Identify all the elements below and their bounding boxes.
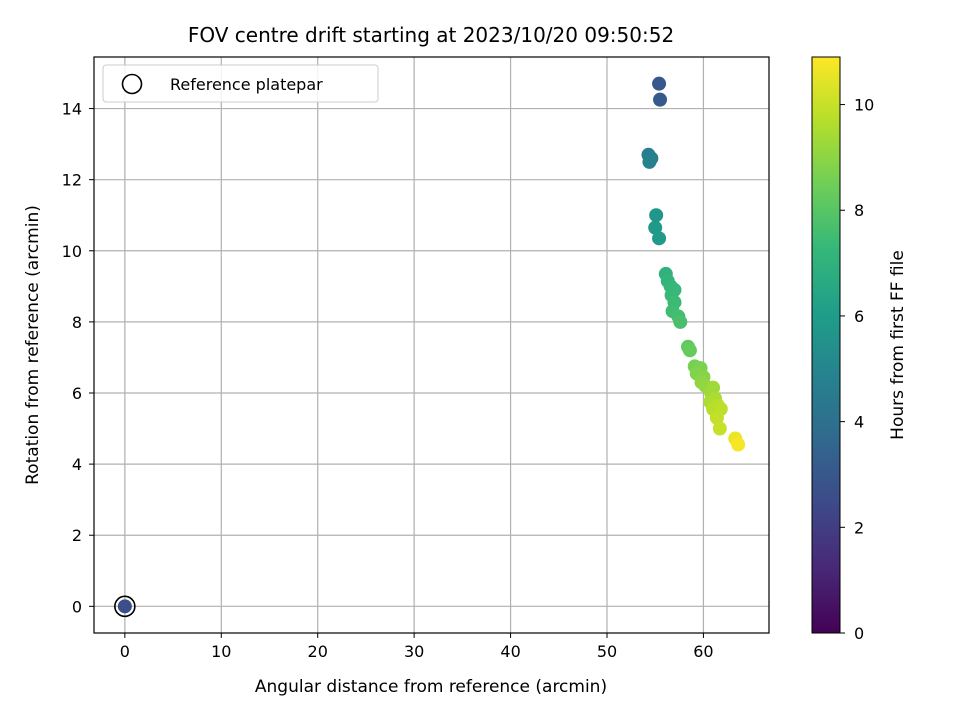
y-axis-ticks: 0 2 4 6 8 10 12 14 xyxy=(62,100,94,616)
x-tick-label: 30 xyxy=(404,642,424,661)
reference-marker-group xyxy=(114,595,136,618)
x-tick-label: 0 xyxy=(120,642,130,661)
y-tick-label: 10 xyxy=(62,242,82,261)
y-tick-label: 6 xyxy=(72,384,82,403)
legend-box xyxy=(102,64,379,103)
data-point xyxy=(652,231,667,246)
y-tick-label: 0 xyxy=(72,597,82,616)
y-tick-label: 14 xyxy=(62,100,82,119)
x-tick-label: 60 xyxy=(693,642,713,661)
grid-lines xyxy=(94,57,769,633)
data-points xyxy=(117,76,746,614)
legend-label-reference: Reference platepar xyxy=(170,75,323,94)
plot-frame xyxy=(93,56,770,634)
y-tick-label: 12 xyxy=(62,171,82,190)
legend: Reference platepar xyxy=(102,64,379,103)
chart-title: FOV centre drift starting at 2023/10/20 … xyxy=(188,23,674,47)
data-point xyxy=(712,421,727,436)
data-point xyxy=(648,220,663,235)
data-point xyxy=(682,343,697,358)
reference-marker xyxy=(114,595,136,618)
colorbar-tick-label: 8 xyxy=(854,201,864,220)
y-axis-label: Rotation from reference (arcmin) xyxy=(23,205,43,485)
data-point xyxy=(642,154,657,169)
x-tick-label: 50 xyxy=(597,642,617,661)
colorbar-gradient xyxy=(811,56,841,634)
data-point xyxy=(652,76,667,91)
data-point xyxy=(649,208,664,223)
colorbar-ticks: 0 2 4 6 8 10 xyxy=(840,96,874,643)
data-point xyxy=(731,437,746,452)
data-point xyxy=(673,314,688,329)
colorbar-tick-label: 10 xyxy=(854,96,874,115)
x-axis-label: Angular distance from reference (arcmin) xyxy=(255,677,607,697)
colorbar-tick-label: 4 xyxy=(854,413,864,432)
legend-marker-reference xyxy=(121,73,143,95)
colorbar: 0 2 4 6 8 10 Hours from first FF file xyxy=(811,56,908,643)
x-tick-label: 10 xyxy=(211,642,231,661)
colorbar-tick-label: 0 xyxy=(854,624,864,643)
colorbar-label: Hours from first FF file xyxy=(888,250,908,440)
data-point xyxy=(653,92,668,107)
x-axis-ticks: 0 10 20 30 40 50 60 xyxy=(120,633,714,661)
x-tick-label: 40 xyxy=(500,642,520,661)
y-tick-label: 8 xyxy=(72,313,82,332)
x-tick-label: 20 xyxy=(308,642,328,661)
y-tick-label: 4 xyxy=(72,455,82,474)
y-tick-label: 2 xyxy=(72,526,82,545)
colorbar-tick-label: 2 xyxy=(854,518,864,537)
data-point xyxy=(117,599,132,614)
colorbar-tick-label: 6 xyxy=(854,307,864,326)
data-point xyxy=(709,410,724,425)
